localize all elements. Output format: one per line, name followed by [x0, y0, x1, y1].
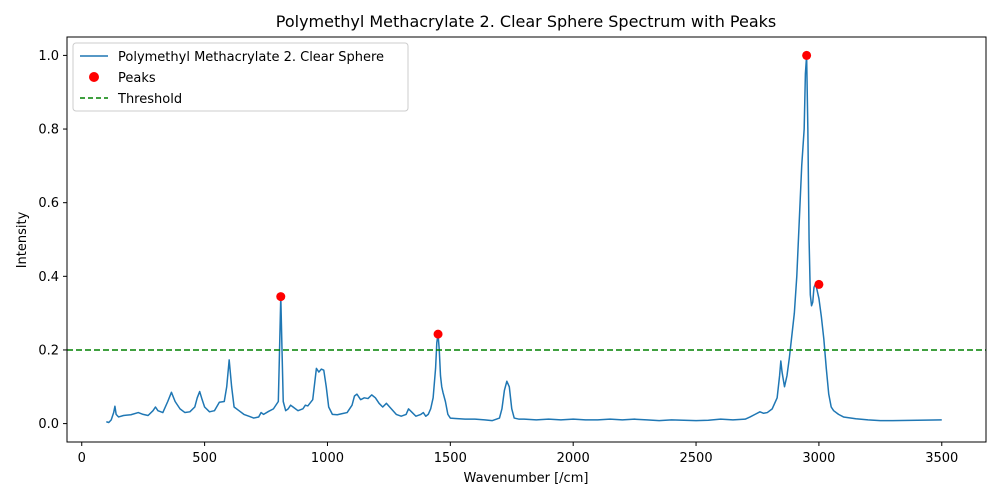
y-tick-label: 0.6 [38, 196, 59, 211]
axes-frame [66, 36, 987, 443]
x-tick-label: 0 [78, 451, 86, 466]
y-tick-label: 0.8 [38, 123, 59, 138]
x-tick-label: 500 [192, 451, 217, 466]
legend-label-threshold: Threshold [117, 92, 182, 107]
x-axis-label: Wavenumber [/cm] [464, 471, 589, 486]
legend: Polymethyl Methacrylate 2. Clear Sphere … [72, 42, 409, 112]
peak-marker [814, 279, 824, 289]
y-axis: 0.0 0.2 0.4 0.6 0.8 1.0 [38, 49, 67, 432]
legend-box [72, 42, 409, 112]
plot-area [67, 50, 986, 424]
x-tick-label: 2000 [557, 451, 590, 466]
y-tick-label: 0.0 [38, 417, 59, 432]
legend-label-spectrum: Polymethyl Methacrylate 2. Clear Sphere [118, 50, 384, 65]
legend-peaks-swatch [89, 72, 99, 82]
chart-title: Polymethyl Methacrylate 2. Clear Sphere … [276, 12, 777, 31]
y-tick-label: 0.2 [38, 343, 59, 358]
legend-label-peaks: Peaks [118, 71, 156, 86]
x-tick-label: 1500 [434, 451, 467, 466]
spectrum-line [106, 54, 942, 424]
x-tick-label: 1000 [311, 451, 344, 466]
x-tick-label: 2500 [680, 451, 713, 466]
x-tick-label: 3000 [802, 451, 835, 466]
y-axis-label: Intensity [15, 211, 30, 268]
peak-marker [802, 50, 812, 60]
x-tick-label: 3500 [925, 451, 958, 466]
peak-marker [276, 292, 286, 302]
y-tick-label: 0.4 [38, 270, 59, 285]
x-axis: 0 500 1000 1500 2000 2500 3000 3500 [78, 442, 958, 466]
y-tick-label: 1.0 [38, 49, 59, 64]
peak-marker [433, 329, 443, 339]
